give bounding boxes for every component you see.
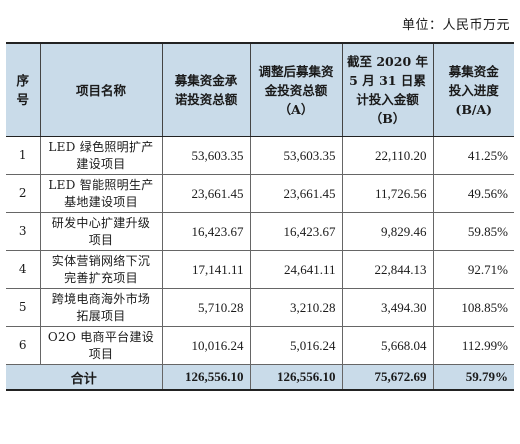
row-project-name: LED 绿色照明扩产 建设项目 <box>39 136 163 175</box>
header-committed-total: 募集资金承 诺投资总额 <box>161 42 251 137</box>
header-cumulative-invested: 截至 2020 年 5 月 31 日累 计投入金额 （B） <box>341 42 434 137</box>
header-index: 序 号 <box>6 42 41 137</box>
row-index: 6 <box>6 326 41 365</box>
row-progress: 108.85% <box>432 288 514 327</box>
row-invested: 22,844.13 <box>341 250 434 289</box>
row-invested: 11,726.56 <box>341 174 434 213</box>
table-row: 3 研发中心扩建升级 项目 16,423.67 16,423.67 9,829.4… <box>6 212 514 251</box>
row-committed: 53,603.35 <box>161 136 251 175</box>
row-committed: 17,141.11 <box>161 250 251 289</box>
row-index: 2 <box>6 174 41 213</box>
row-index: 3 <box>6 212 41 251</box>
row-progress: 112.99% <box>432 326 514 365</box>
table-row: 2 LED 智能照明生产 基地建设项目 23,661.45 23,661.45 1… <box>6 174 514 213</box>
row-invested: 3,494.30 <box>341 288 434 327</box>
header-adjusted-total: 调整后募集资 金投资总额 （A） <box>249 42 343 137</box>
row-adjusted: 3,210.28 <box>249 288 343 327</box>
fundraising-table: 序 号 项目名称 募集资金承 诺投资总额 调整后募集资 金投资总额 （A） 截至… <box>6 42 514 391</box>
unit-label: 单位：人民币万元 <box>401 18 510 33</box>
row-project-name: O2O 电商平台建设 项目 <box>39 326 163 365</box>
row-adjusted: 16,423.67 <box>249 212 343 251</box>
row-adjusted: 53,603.35 <box>249 136 343 175</box>
table-row: 5 跨境电商海外市场 拓展项目 5,710.28 3,210.28 3,494.3… <box>6 288 514 327</box>
row-committed: 5,710.28 <box>161 288 251 327</box>
row-invested: 22,110.20 <box>341 136 434 175</box>
row-committed: 23,661.45 <box>161 174 251 213</box>
table-row: 4 实体营销网络下沉 完善扩充项目 17,141.11 24,641.11 22,… <box>6 250 514 289</box>
row-index: 4 <box>6 250 41 289</box>
row-adjusted: 24,641.11 <box>249 250 343 289</box>
row-index: 5 <box>6 288 41 327</box>
header-progress: 募集资金 投入进度 (B/A) <box>432 42 514 137</box>
row-project-name: 研发中心扩建升级 项目 <box>39 212 163 251</box>
row-committed: 16,423.67 <box>161 212 251 251</box>
row-index: 1 <box>6 136 41 175</box>
header-project-name: 项目名称 <box>39 42 163 137</box>
row-project-name: 跨境电商海外市场 拓展项目 <box>39 288 163 327</box>
row-progress: 41.25% <box>432 136 514 175</box>
row-invested: 9,829.46 <box>341 212 434 251</box>
row-committed: 10,016.24 <box>161 326 251 365</box>
row-invested: 5,668.04 <box>341 326 434 365</box>
total-progress: 59.79% <box>432 364 514 391</box>
total-row: 合计 126,556.10 126,556.10 75,672.69 59.79… <box>6 364 514 391</box>
row-progress: 49.56% <box>432 174 514 213</box>
row-progress: 59.85% <box>432 212 514 251</box>
table-row: 6 O2O 电商平台建设 项目 10,016.24 5,016.24 5,668.… <box>6 326 514 365</box>
row-project-name: LED 智能照明生产 基地建设项目 <box>39 174 163 213</box>
total-invested: 75,672.69 <box>341 364 434 391</box>
table-header-row: 序 号 项目名称 募集资金承 诺投资总额 调整后募集资 金投资总额 （A） 截至… <box>6 42 514 137</box>
total-committed: 126,556.10 <box>161 364 251 391</box>
row-adjusted: 23,661.45 <box>249 174 343 213</box>
row-progress: 92.71% <box>432 250 514 289</box>
row-adjusted: 5,016.24 <box>249 326 343 365</box>
total-label: 合计 <box>6 364 163 391</box>
table-row: 1 LED 绿色照明扩产 建设项目 53,603.35 53,603.35 22,… <box>6 136 514 175</box>
total-adjusted: 126,556.10 <box>249 364 343 391</box>
row-project-name: 实体营销网络下沉 完善扩充项目 <box>39 250 163 289</box>
